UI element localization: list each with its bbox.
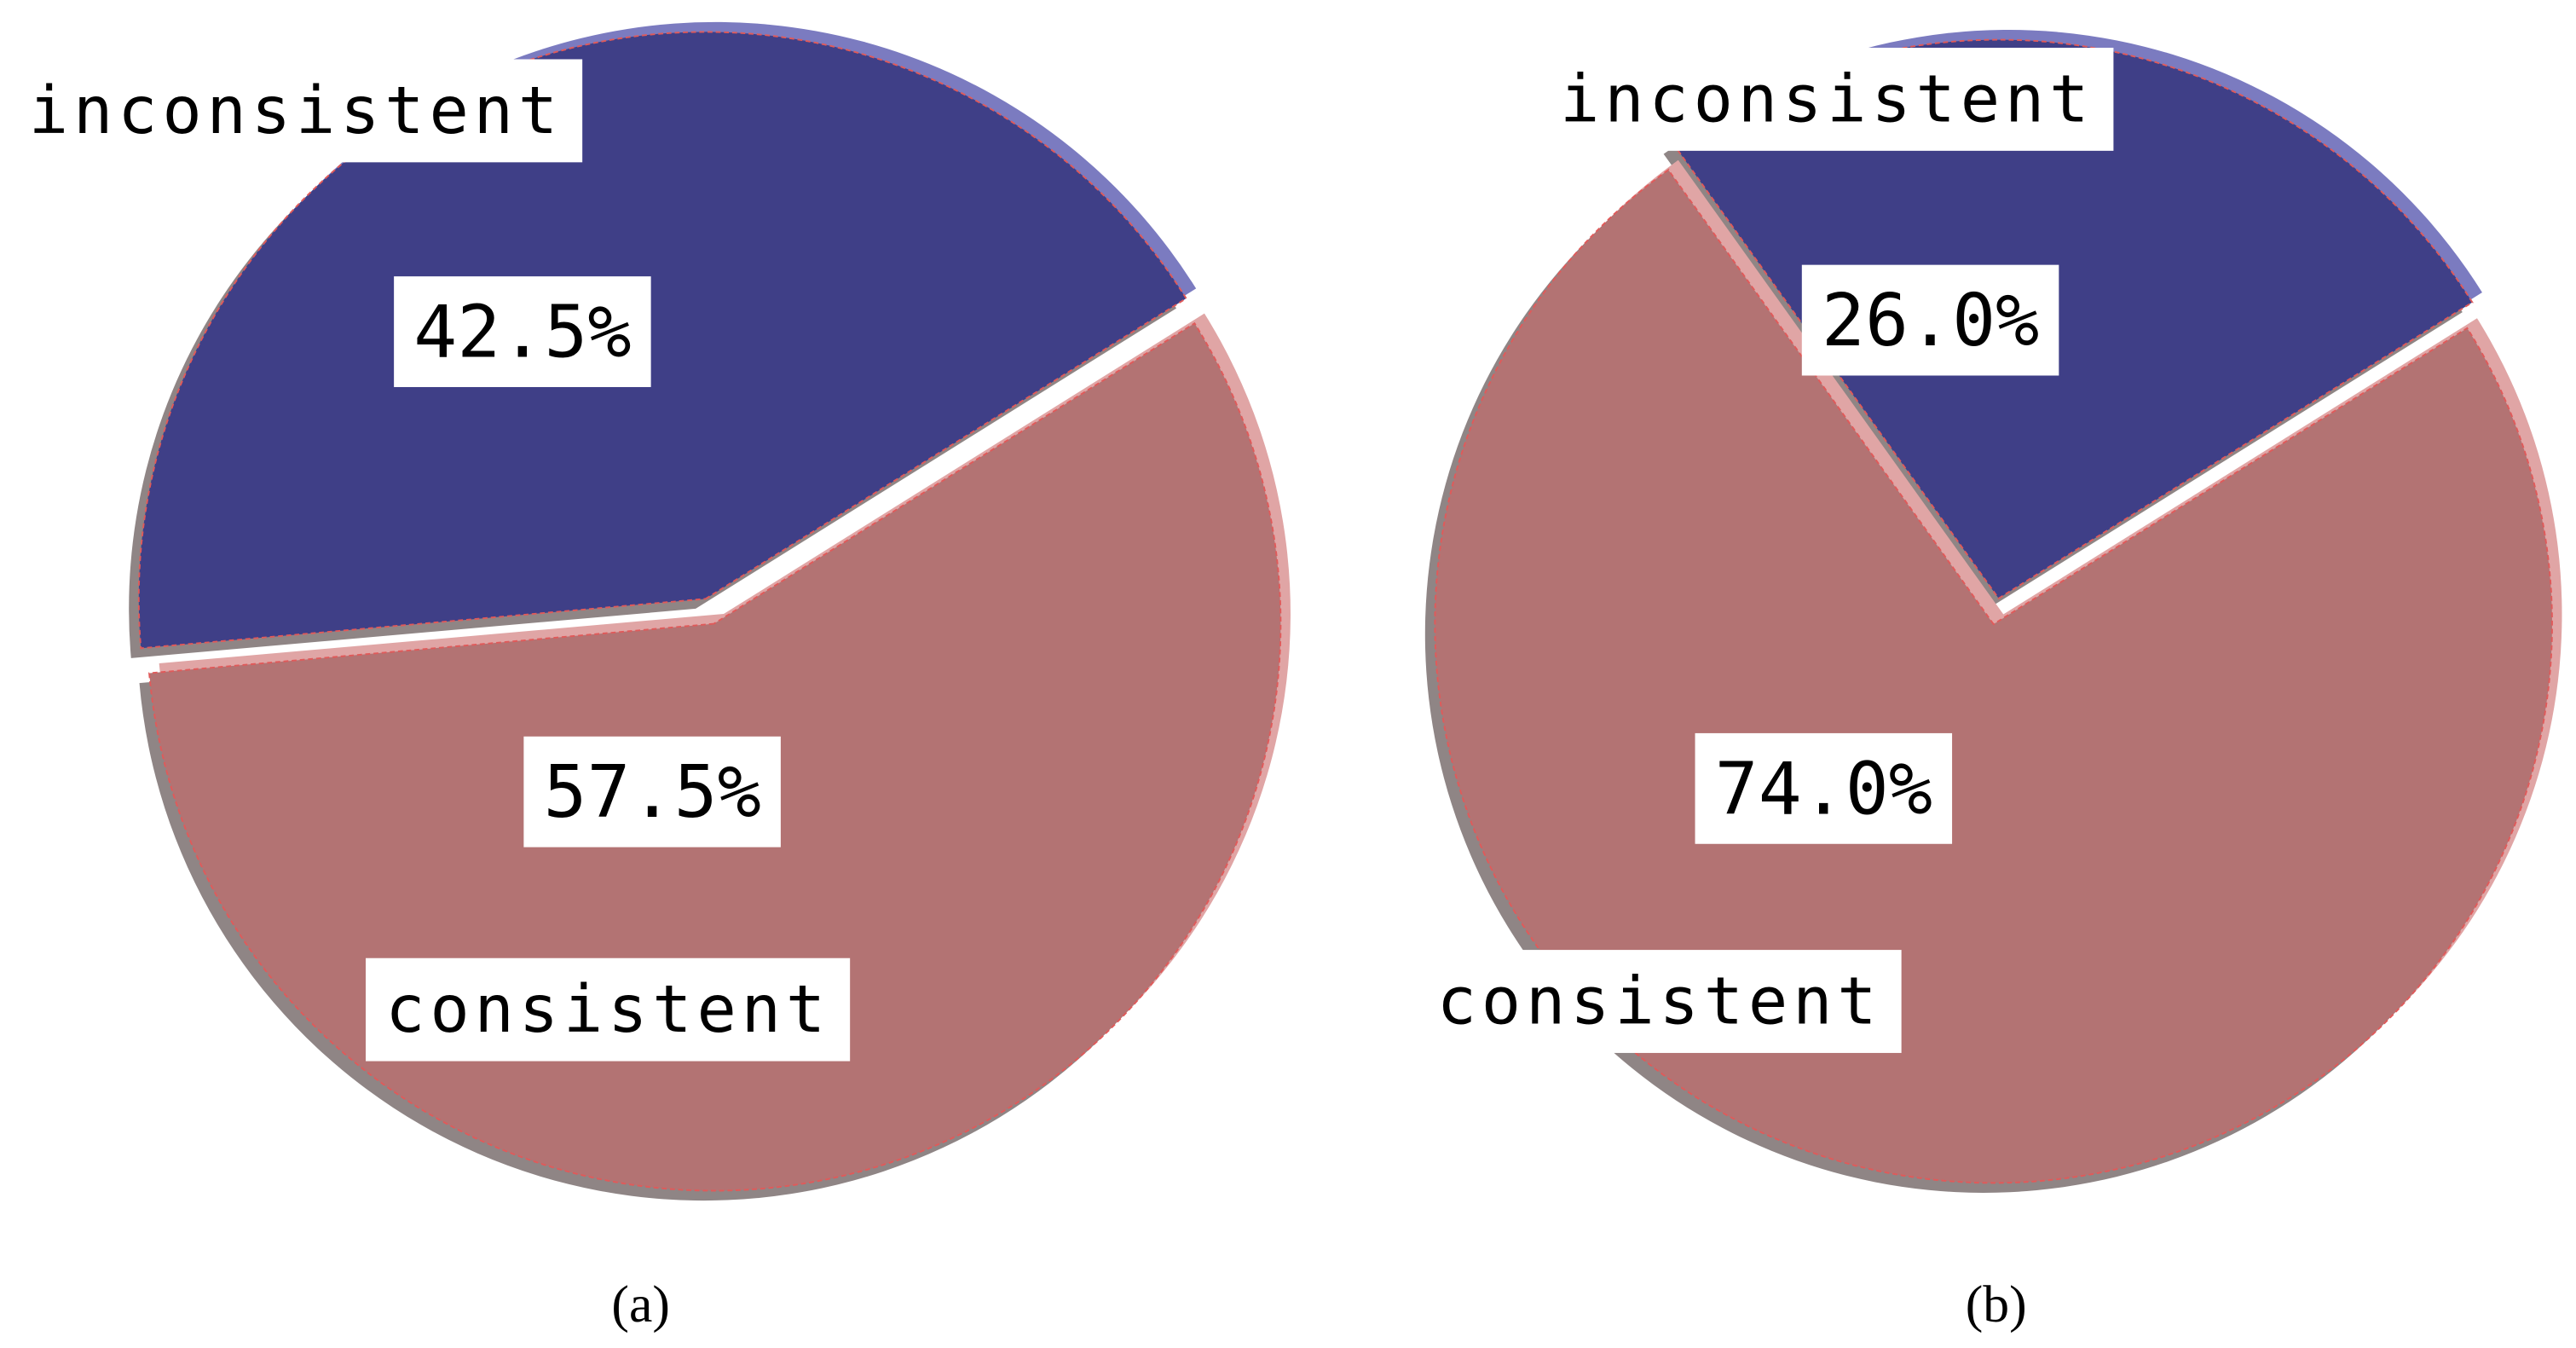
category-label-box [9, 59, 583, 163]
slice [1434, 168, 2553, 1184]
value-label-group: 42.5% [394, 276, 651, 387]
category-label-box [1539, 48, 2114, 151]
category-label: inconsistent [29, 72, 563, 149]
value-label-group: 57.5% [523, 736, 781, 848]
value-label-box [1695, 732, 1953, 844]
category-label-group: inconsistent [9, 59, 583, 163]
value-label: 42.5% [413, 290, 631, 374]
panel-caption: (a) [611, 1276, 669, 1334]
category-label-box [366, 957, 851, 1062]
category-label: consistent [385, 971, 830, 1048]
category-label-box [1417, 950, 1902, 1053]
category-label: consistent [1437, 963, 1882, 1040]
category-label-group: inconsistent [1539, 48, 2114, 151]
panel-caption: (b) [1966, 1276, 2027, 1334]
value-label-box [394, 276, 651, 387]
value-label: 26.0% [1822, 278, 2039, 362]
category-label-group: consistent [1417, 950, 1902, 1053]
value-label: 57.5% [544, 749, 761, 834]
category-label: inconsistent [1560, 61, 2094, 137]
value-label-box [523, 736, 781, 848]
value-label-group: 74.0% [1695, 732, 1953, 844]
value-label-group: 26.0% [1801, 264, 2059, 376]
value-label-box [1801, 264, 2059, 376]
category-label-group: consistent [366, 957, 851, 1062]
value-label: 74.0% [1715, 746, 1932, 830]
